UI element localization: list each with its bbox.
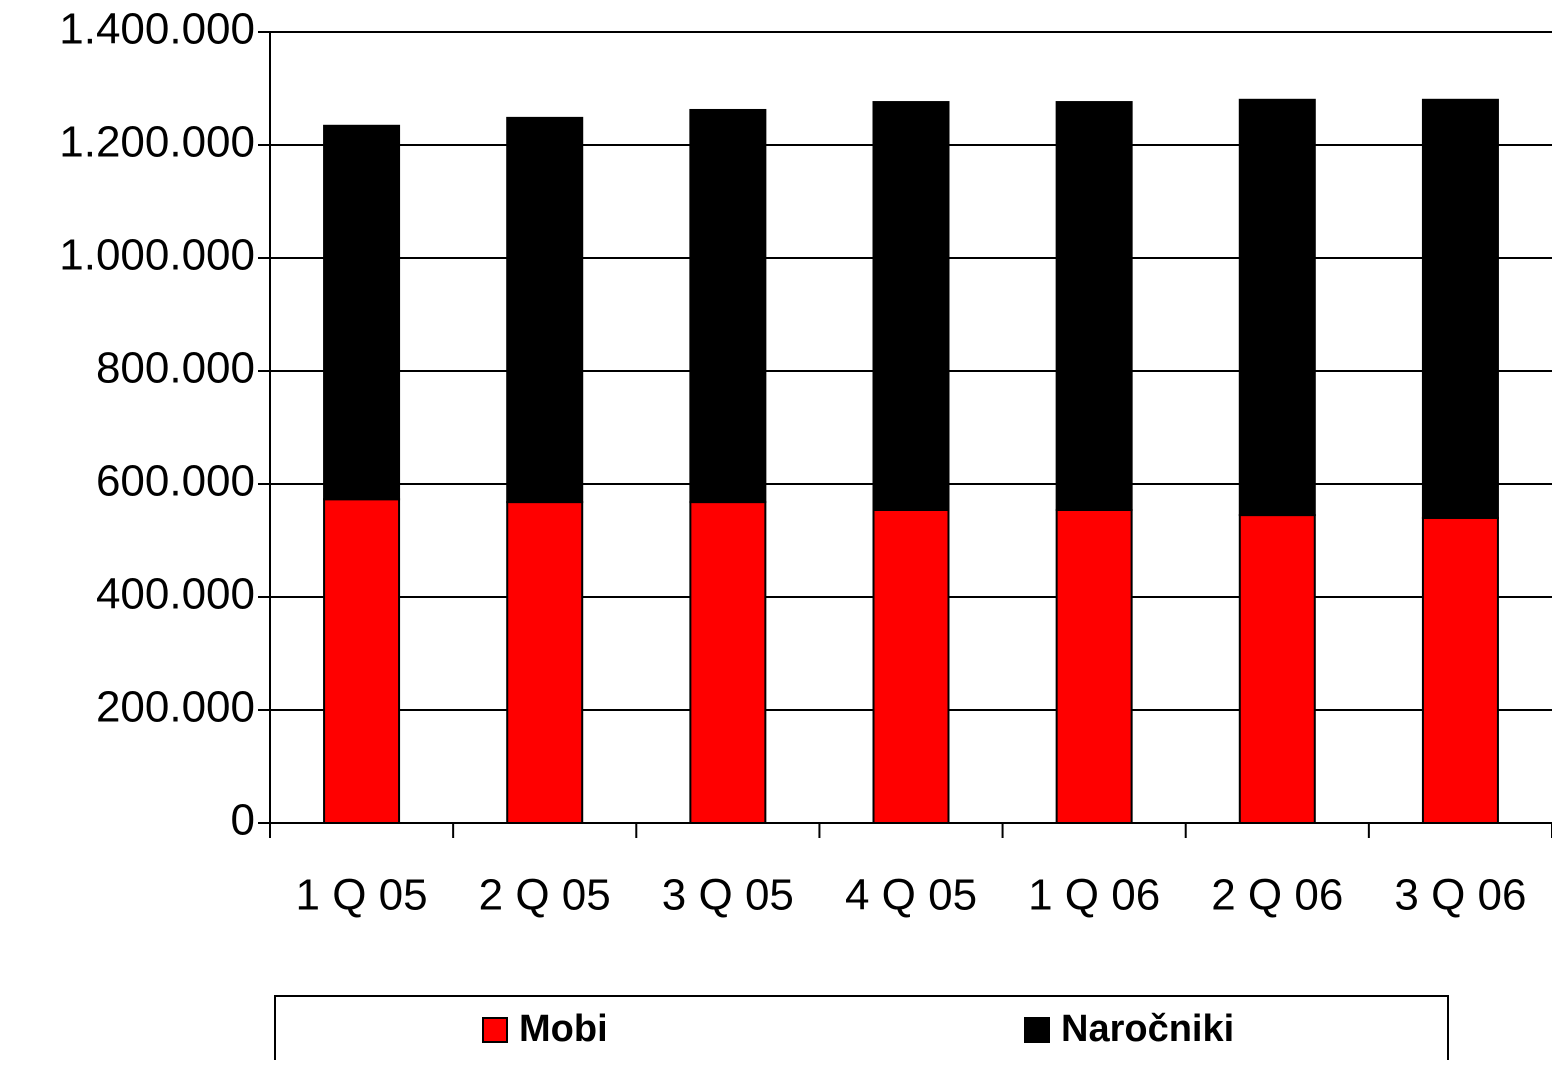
bar-segment — [1421, 516, 1499, 825]
bar-segment — [506, 116, 584, 504]
y-tick-label: 1.400.000 — [59, 5, 255, 54]
bar-segment — [689, 108, 767, 504]
y-tick-label: 400.000 — [96, 570, 255, 619]
y-tick-label: 800.000 — [96, 344, 255, 393]
bar-segment — [1055, 101, 1133, 511]
bar-segment — [689, 501, 767, 824]
x-tick-label: 3 Q 05 — [662, 871, 794, 920]
y-tick-label: 600.000 — [96, 457, 255, 506]
y-tick-label: 1.000.000 — [59, 231, 255, 280]
y-tick-label: 200.000 — [96, 683, 255, 732]
y-tick-label: 1.200.000 — [59, 118, 255, 167]
bar-segment — [506, 501, 584, 824]
bar-segment — [1055, 508, 1133, 824]
legend-label: Mobi — [519, 1008, 608, 1050]
x-tick-label: 1 Q 05 — [296, 871, 428, 920]
x-tick-label: 1 Q 06 — [1028, 871, 1160, 920]
y-tick-label: 0 — [231, 796, 255, 845]
bar-segment — [872, 101, 950, 511]
x-tick-label: 2 Q 05 — [479, 871, 611, 920]
legend-box — [274, 995, 1449, 1065]
legend-swatch — [1024, 1017, 1050, 1043]
bar-segment — [872, 508, 950, 824]
legend-label: Naročniki — [1061, 1008, 1234, 1050]
bar-segment — [323, 498, 401, 824]
legend-swatch — [482, 1017, 508, 1043]
x-tick-label: 3 Q 06 — [1394, 871, 1526, 920]
bar-segment — [1238, 514, 1316, 824]
x-tick-label: 4 Q 05 — [845, 871, 977, 920]
bar-segment — [1421, 98, 1499, 519]
bar-segment — [323, 124, 401, 501]
x-tick-label: 2 Q 06 — [1211, 871, 1343, 920]
bar-segment — [1238, 98, 1316, 517]
